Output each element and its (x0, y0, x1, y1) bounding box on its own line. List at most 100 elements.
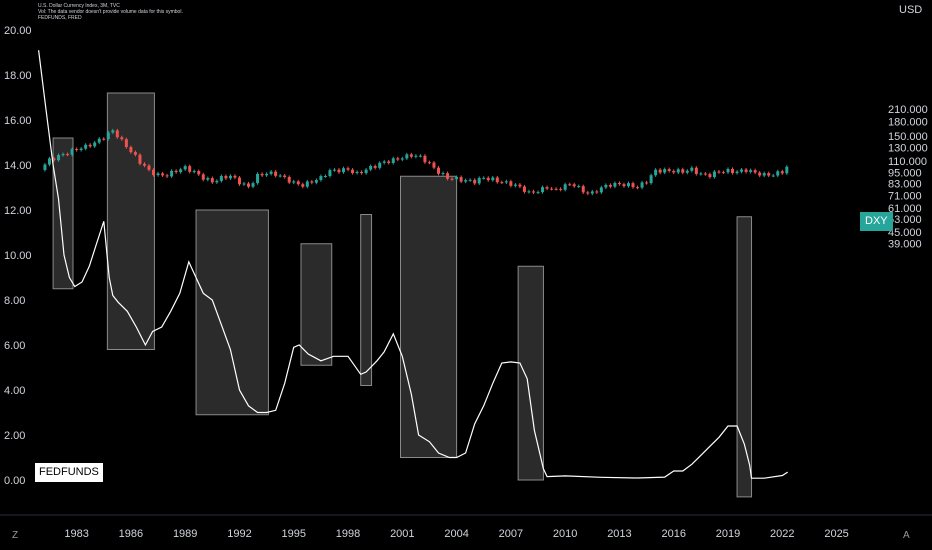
dxy-candle-body (219, 176, 223, 181)
dxy-candle-body (554, 188, 558, 190)
right-axis-tick-label: 61.000 (888, 203, 922, 215)
right-axis-tick-label: 53.000 (888, 214, 922, 226)
auto-scale-button[interactable]: A (903, 530, 910, 541)
dxy-candle-body (75, 149, 79, 151)
dxy-candle-body (477, 177, 481, 184)
header-fedfunds: FEDFUNDS, FRED (38, 15, 82, 21)
dxy-candle-body (314, 180, 318, 183)
dxy-candle-body (296, 181, 300, 185)
dxy-candle-body (762, 173, 766, 176)
highlight-box-2 (195, 209, 269, 416)
dxy-candle-body (586, 192, 590, 194)
left-axis-tick-label: 12.00 (4, 205, 32, 217)
dxy-candle-body (459, 177, 463, 182)
dxy-candle-body (559, 188, 563, 190)
dxy-candle-body (47, 158, 51, 165)
dxy-candle-body (405, 154, 409, 159)
dxy-candle-body (206, 178, 210, 180)
dxy-candle-body (242, 183, 246, 185)
dxy-candle-body (133, 152, 137, 155)
dxy-candle-body (676, 169, 680, 173)
header-volume-note: Vol: The data vendor doesn't provide vol… (38, 9, 183, 15)
dxy-candle-body (247, 183, 251, 187)
time-axis-tick-label: 2010 (553, 528, 577, 540)
dxy-candle-body (767, 173, 771, 176)
dxy-candle-body (332, 169, 336, 171)
dxy-candle-body (631, 183, 635, 188)
zoom-reset-button[interactable]: Z (12, 530, 19, 541)
highlight-box-3 (300, 243, 333, 366)
dxy-candle-body (423, 155, 427, 163)
dxy-candle-body (645, 182, 649, 184)
currency-label[interactable]: USD (899, 4, 923, 16)
highlight-box-0 (52, 137, 74, 290)
time-axis: 1983 1986 1989 1992 1995 1998 2001 2004 2007 2010… (64, 528, 848, 540)
dxy-candle-body (622, 184, 626, 187)
time-axis-tick-label: 1995 (282, 528, 306, 540)
dxy-candle-body (441, 173, 445, 175)
dxy-candle-body (636, 187, 640, 189)
dxy-candle-body (500, 182, 504, 184)
dxy-candle-body (323, 175, 327, 177)
dxy-candle-body (215, 180, 219, 183)
dxy-candle-body (712, 171, 716, 178)
dxy-candle-body (613, 182, 617, 187)
left-axis-tick-label: 8.00 (4, 295, 25, 307)
dxy-candle-body (378, 162, 382, 168)
dxy-candle-body (274, 171, 278, 176)
dxy-candle-body (179, 169, 183, 173)
dxy-candle-body (599, 187, 603, 193)
dxy-candle-body (43, 164, 47, 171)
dxy-candle-body (717, 171, 721, 173)
dxy-candle-body (111, 130, 115, 133)
dxy-candle-body (328, 170, 332, 176)
dxy-candle-body (342, 168, 346, 173)
dxy-price-badge: DXY (860, 212, 893, 231)
dxy-candle-body (545, 187, 549, 189)
dxy-candle-body (753, 170, 757, 173)
dxy-candle-body (486, 177, 490, 181)
highlight-box-1 (106, 92, 155, 350)
time-axis-tick-label: 2013 (607, 528, 631, 540)
dxy-candle-body (744, 169, 748, 172)
time-axis-tick-label: 2016 (661, 528, 685, 540)
dxy-candle-body (509, 181, 513, 186)
dxy-candle-body (310, 181, 314, 183)
dxy-candle-body (355, 171, 359, 174)
dxy-candle-body (708, 174, 712, 178)
dxy-candle-body (604, 184, 608, 188)
dxy-candle-body (373, 166, 377, 168)
left-axis-tick-label: 18.00 (4, 70, 32, 82)
left-axis-tick-label: 14.00 (4, 160, 32, 172)
dxy-candle-body (504, 181, 508, 183)
right-axis-tick-label: 210.000 (888, 104, 928, 116)
dxy-candle-body (626, 183, 630, 187)
dxy-candle-body (464, 180, 468, 182)
dxy-candle-body (776, 171, 780, 176)
dxy-candle-body (120, 137, 124, 140)
dxy-candle-body (536, 192, 540, 194)
dxy-candle-body (233, 175, 237, 178)
dxy-candle-body (667, 169, 671, 171)
dxy-candle-body (427, 162, 431, 164)
dxy-candle-body (224, 176, 228, 179)
left-axis-tick-label: 6.00 (4, 340, 25, 352)
dxy-candle-body (518, 184, 522, 187)
left-axis-tick-label: 4.00 (4, 385, 25, 397)
dxy-candles (43, 128, 789, 196)
dxy-candle-body (409, 154, 413, 157)
time-axis-tick-label: 1986 (119, 528, 143, 540)
dxy-candle-body (672, 170, 676, 173)
time-axis-tick-label: 1989 (173, 528, 197, 540)
dxy-candle-body (577, 186, 581, 188)
dxy-candle-body (640, 182, 644, 188)
dxy-candle-body (446, 173, 450, 179)
time-axis-tick-label: 1983 (64, 528, 88, 540)
dxy-candle-body (568, 184, 572, 186)
right-axis-tick-label: 45.000 (888, 227, 922, 239)
dxy-candle-body (495, 177, 499, 183)
dxy-candle-body (432, 162, 436, 168)
